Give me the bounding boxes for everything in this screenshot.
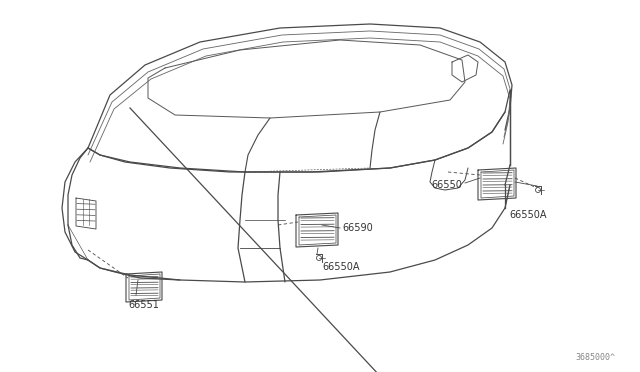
Text: 66590: 66590: [342, 223, 372, 233]
Text: 3685000^: 3685000^: [575, 353, 615, 362]
Text: 66551: 66551: [128, 300, 159, 310]
Text: 66550A: 66550A: [322, 262, 360, 272]
Text: 66550: 66550: [431, 180, 462, 190]
Text: 66550A: 66550A: [509, 210, 547, 220]
